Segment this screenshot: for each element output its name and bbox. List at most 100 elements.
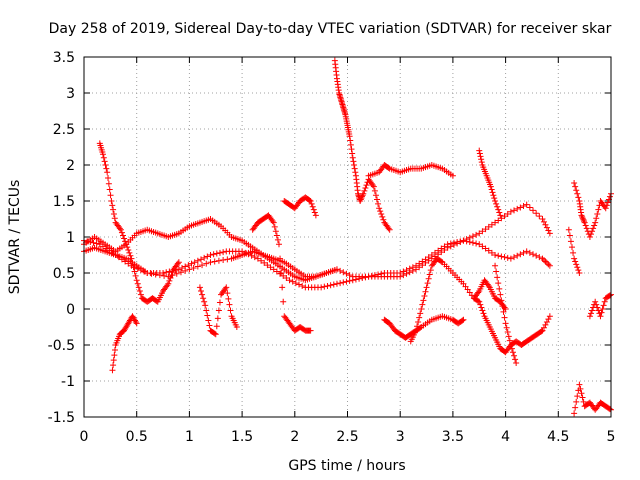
data-point xyxy=(106,186,113,193)
data-point xyxy=(105,180,112,187)
data-point xyxy=(460,316,467,323)
series-arc-10 xyxy=(365,162,456,179)
data-point xyxy=(346,133,353,140)
data-point xyxy=(273,268,280,275)
data-point xyxy=(370,183,377,190)
data-point xyxy=(174,260,181,267)
data-point xyxy=(280,298,287,305)
data-point xyxy=(135,284,142,291)
data-point xyxy=(312,212,319,219)
data-point xyxy=(136,288,143,294)
data-point xyxy=(190,264,197,271)
data-point xyxy=(179,264,186,271)
data-point xyxy=(594,210,601,217)
data-point xyxy=(546,230,553,237)
data-point xyxy=(125,246,132,253)
data-point xyxy=(166,268,173,275)
data-point xyxy=(423,284,430,291)
data-point xyxy=(196,284,203,291)
data-point xyxy=(358,195,365,202)
data-point xyxy=(586,234,593,240)
data-point xyxy=(507,208,514,215)
data-point xyxy=(133,320,140,327)
data-point xyxy=(194,263,201,270)
data-point xyxy=(539,216,546,222)
data-point xyxy=(479,307,486,314)
data-point xyxy=(350,158,357,165)
series-arc-11 xyxy=(381,313,467,341)
data-point xyxy=(377,208,384,215)
series-arc-2 xyxy=(81,201,553,280)
data-point xyxy=(211,258,218,265)
data-point xyxy=(226,301,233,308)
data-point xyxy=(530,207,537,214)
data-point xyxy=(573,261,580,268)
data-point xyxy=(566,232,573,239)
series-arc-9 xyxy=(331,57,393,233)
data-point xyxy=(90,239,97,246)
data-point xyxy=(571,180,578,186)
data-point xyxy=(200,295,207,302)
data-point xyxy=(505,333,512,340)
data-point xyxy=(212,331,219,338)
data-point xyxy=(449,172,456,179)
data-point xyxy=(497,212,504,219)
data-point xyxy=(101,158,108,165)
data-point xyxy=(577,385,584,392)
data-point xyxy=(134,280,141,287)
data-point xyxy=(330,281,337,288)
data-point xyxy=(122,238,129,245)
y-tick-label: -1.5 xyxy=(48,410,75,426)
data-point xyxy=(479,243,486,250)
data-point xyxy=(500,308,507,315)
data-point xyxy=(99,151,106,158)
data-point xyxy=(197,256,204,263)
data-point xyxy=(570,249,577,256)
data-point xyxy=(497,291,504,298)
data-point xyxy=(122,258,129,265)
data-point xyxy=(351,162,358,168)
data-point xyxy=(597,313,604,320)
data-point xyxy=(543,224,550,231)
series-arc-7 xyxy=(249,212,314,334)
data-point xyxy=(406,265,413,272)
data-point xyxy=(349,150,356,157)
data-point xyxy=(545,316,552,323)
y-tick-label: 0 xyxy=(66,302,75,318)
data-point xyxy=(397,270,404,276)
data-point xyxy=(365,273,372,280)
data-point xyxy=(520,203,527,210)
data-point xyxy=(308,200,315,207)
data-point xyxy=(478,304,485,311)
data-point xyxy=(348,146,355,153)
data-point xyxy=(111,352,118,359)
data-point xyxy=(347,141,354,148)
data-point xyxy=(506,337,513,344)
data-point xyxy=(507,342,514,348)
data-point xyxy=(216,249,223,256)
data-point xyxy=(508,345,515,352)
data-point xyxy=(523,248,530,255)
data-point xyxy=(479,228,486,235)
data-point xyxy=(275,241,282,248)
data-point xyxy=(514,205,521,212)
data-point xyxy=(595,206,602,213)
data-point xyxy=(279,284,286,291)
data-point xyxy=(572,258,579,265)
data-point xyxy=(482,245,489,252)
series-arc-4 xyxy=(96,140,182,305)
data-point xyxy=(324,282,331,289)
x-axis-ticks: 0 0.5 1 1.5 2 2.5 3 3.5 4 4.5 5 xyxy=(80,57,615,445)
data-point xyxy=(476,147,483,154)
data-point xyxy=(111,215,118,222)
data-point xyxy=(340,269,347,276)
data-point xyxy=(438,258,445,265)
data-point xyxy=(573,187,580,194)
data-point xyxy=(422,256,429,263)
data-point xyxy=(601,298,608,305)
data-point xyxy=(175,259,182,266)
data-point xyxy=(103,245,110,252)
data-point xyxy=(540,218,547,225)
data-point xyxy=(197,288,204,294)
x-tick-label: 3 xyxy=(396,429,405,445)
